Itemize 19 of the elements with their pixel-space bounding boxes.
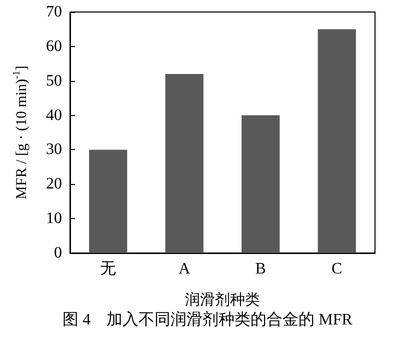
y-axis-title: MFR / [g · (10 min)-1] xyxy=(12,66,30,200)
x-tick-label: B xyxy=(255,260,266,278)
y-tick-label: 40 xyxy=(46,106,62,124)
bar xyxy=(89,150,128,253)
x-tick-label: C xyxy=(332,260,342,278)
x-axis-title: 润滑剂种类 xyxy=(185,292,260,308)
y-tick-label: 60 xyxy=(46,38,62,55)
bar xyxy=(165,74,204,253)
y-tick-label: 10 xyxy=(46,210,62,228)
y-tick-label: 20 xyxy=(46,176,62,193)
y-tick-label: 30 xyxy=(46,141,62,158)
y-tick-label: 70 xyxy=(46,4,62,20)
bar xyxy=(242,115,280,253)
y-tick-label: 0 xyxy=(54,244,62,262)
bar xyxy=(318,29,356,253)
x-tick-label: A xyxy=(178,260,191,278)
x-tick-label: 无 xyxy=(100,260,116,278)
y-tick-label: 50 xyxy=(46,72,62,90)
caption: 图 4 加入不同润滑剂种类的合金的 MFR xyxy=(62,310,353,328)
